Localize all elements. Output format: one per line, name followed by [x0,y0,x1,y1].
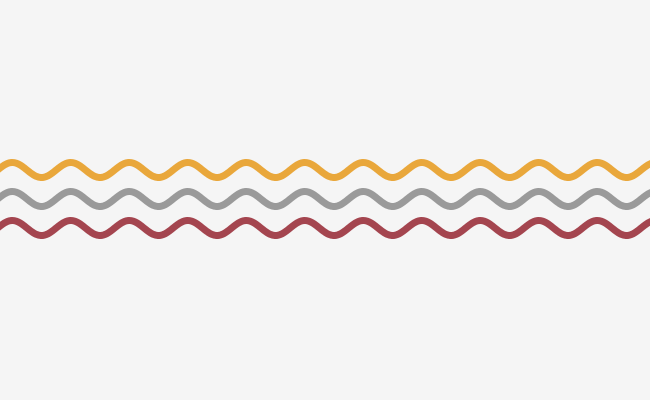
wave-line-orange [0,159,650,181]
wave-line-gray [0,188,650,210]
wave-line-red [0,217,650,239]
